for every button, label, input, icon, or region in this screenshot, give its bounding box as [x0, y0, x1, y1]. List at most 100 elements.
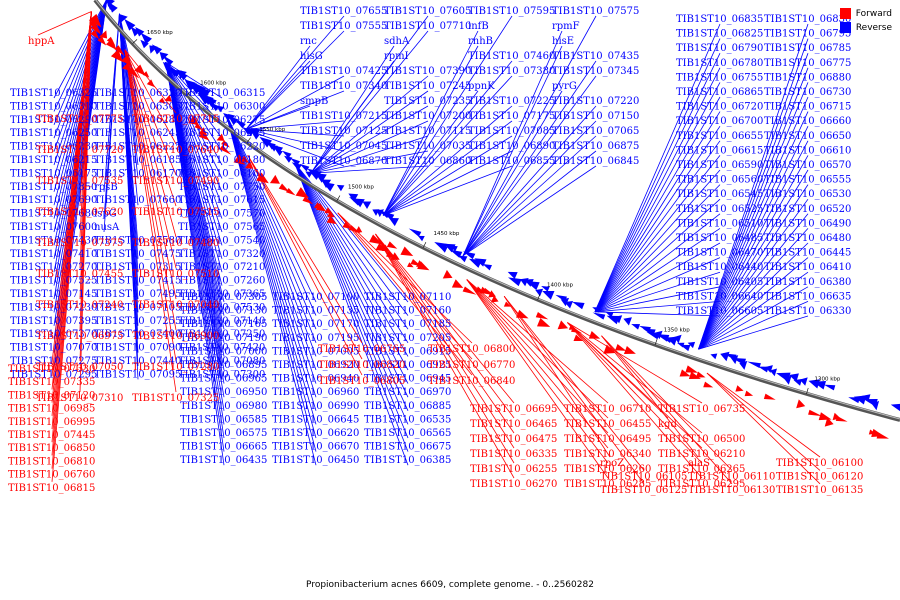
- gene-label: TIB1ST10_06410: [764, 262, 851, 273]
- gene-leader-line: [698, 38, 809, 350]
- forward-gene-arrow: [876, 432, 889, 439]
- reverse-gene-arrow: [614, 315, 623, 324]
- gene-leader-line: [294, 162, 409, 330]
- gene-leader-line: [310, 105, 429, 174]
- gene-label: TIB1ST10_07215: [300, 111, 387, 122]
- gene-label: TIB1ST10_06800: [428, 344, 515, 355]
- gene-leader-line: [51, 11, 92, 482]
- kbp-tick-label: 1450 kbp: [434, 231, 460, 237]
- reverse-gene-arrow: [674, 334, 682, 344]
- reverse-gene-arrow: [119, 14, 128, 23]
- kbp-tick-label: 1550 kbp: [259, 127, 285, 133]
- gene-leader-line: [698, 140, 809, 350]
- gene-label: TIB1ST10_06875: [552, 141, 639, 152]
- gene-leader-line: [383, 165, 513, 216]
- gene-label: TIB1ST10_07460: [468, 51, 555, 62]
- gene-label: TIB1ST10_06795: [764, 29, 851, 40]
- gene-label: TIB1ST10_07850: [10, 182, 97, 193]
- kbp-tick: [336, 195, 341, 201]
- gene-label: ppnK: [468, 81, 495, 92]
- forward-gene-arrow: [158, 97, 166, 104]
- gene-leader-line: [594, 82, 721, 313]
- gene-label: TIB1ST10_07515: [132, 207, 219, 218]
- gene-leader-line: [294, 162, 409, 344]
- gene-label: TIB1ST10_06720: [676, 102, 763, 113]
- gene-label: TIB1ST10_07235: [384, 96, 471, 107]
- gene-label: TIB1ST10_07070: [10, 343, 97, 354]
- gene-leader-line: [310, 75, 429, 174]
- gene-label: smpB: [300, 96, 328, 107]
- gene-leader-line: [594, 38, 721, 312]
- gene-label: TIB1ST10_06700: [676, 116, 763, 127]
- gene-leader-line: [225, 114, 317, 371]
- gene-label: TIB1ST10_07310: [36, 393, 123, 404]
- gene-leader-line: [462, 60, 597, 256]
- gene-label: TIB1ST10_07490: [132, 176, 219, 187]
- forward-gene-arrow: [90, 29, 100, 40]
- gene-leader-line: [698, 213, 809, 350]
- gene-leader-line: [466, 279, 609, 419]
- forward-gene-arrow: [573, 334, 584, 342]
- gene-label: TIB1ST10_06665: [180, 442, 267, 453]
- gene-label: TIB1ST10_07540: [178, 235, 265, 246]
- gene-label: TIB1ST10_07300: [178, 369, 265, 380]
- gene-label: TIB1ST10_07270: [10, 262, 97, 273]
- reverse-gene-arrow: [449, 245, 458, 252]
- gene-label: TIB1ST10_06920: [272, 360, 359, 371]
- gene-label: TIB1ST10_07260: [178, 276, 265, 287]
- gene-label: TIB1ST10_06310: [10, 101, 97, 112]
- gene-label: TIB1ST10_07275: [10, 356, 97, 367]
- gene-label: TIB1ST10_07000: [180, 346, 267, 357]
- gene-label: TIB1ST10_06850: [8, 443, 95, 454]
- reverse-gene-arrow: [199, 87, 211, 98]
- gene-label: TIB1ST10_06270: [470, 479, 557, 490]
- gene-label: TIB1ST10_06715: [764, 102, 851, 113]
- forward-gene-arrow: [256, 172, 269, 184]
- gene-leader-line: [567, 322, 703, 449]
- reverse-gene-arrow: [783, 375, 792, 385]
- gene-label: TIB1ST10_06260: [564, 464, 651, 475]
- gene-leader-line: [294, 162, 409, 425]
- gene-label: rpoZ: [600, 458, 624, 469]
- gene-label: TIB1ST10_06455: [564, 419, 651, 430]
- gene-leader-line: [698, 242, 809, 350]
- gene-label: TIB1ST10_06220: [178, 142, 265, 153]
- gene-leader-line: [375, 233, 515, 404]
- gene-label: TIB1ST10_06185: [94, 155, 181, 166]
- reverse-gene-arrow: [799, 377, 808, 386]
- forward-gene-arrow: [695, 371, 706, 378]
- kbp-tick-label: 1400 kbp: [547, 283, 573, 289]
- gene-leader-line: [294, 162, 409, 452]
- gene-label: TIB1ST10_06770: [428, 360, 515, 371]
- gene-label: TIB1ST10_06825: [676, 29, 763, 40]
- kbp-tick: [132, 39, 138, 44]
- gene-leader-line: [119, 13, 139, 206]
- forward-gene-arrow: [835, 416, 848, 422]
- gene-label: TIB1ST10_06590: [676, 160, 763, 171]
- gene-leader-line: [698, 53, 809, 350]
- gene-label: TIB1ST10_06275: [178, 115, 265, 126]
- gene-leader-line: [594, 155, 721, 313]
- gene-leader-line: [382, 15, 513, 216]
- gene-leader-line: [594, 140, 721, 313]
- forward-gene-arrow: [194, 123, 203, 131]
- gene-leader-line: [294, 162, 409, 384]
- gene-label: TIB1ST10_06510: [676, 218, 763, 229]
- gene-label: TIB1ST10_06865: [676, 87, 763, 98]
- gene-leader-line: [462, 90, 563, 256]
- gene-label: TIB1ST10_06180: [178, 155, 265, 166]
- gene-label: TIB1ST10_07750: [178, 182, 265, 193]
- gene-leader-line: [310, 150, 429, 174]
- reverse-gene-arrow: [282, 150, 292, 159]
- kbp-tick: [806, 387, 809, 394]
- forward-gene-arrow: [490, 295, 499, 303]
- forward-gene-arrow: [703, 381, 714, 388]
- gene-leader-line: [246, 128, 345, 152]
- forward-gene-arrow: [818, 412, 832, 421]
- gene-label: hppA: [28, 36, 55, 47]
- gene-label: TIB1ST10_06915: [364, 346, 451, 357]
- gene-label: TIB1ST10_06985: [8, 404, 95, 415]
- reverse-gene-arrow: [871, 400, 880, 411]
- gene-label: TIB1ST10_07620: [36, 207, 123, 218]
- gene-label: TIB1ST10_06835: [676, 14, 763, 25]
